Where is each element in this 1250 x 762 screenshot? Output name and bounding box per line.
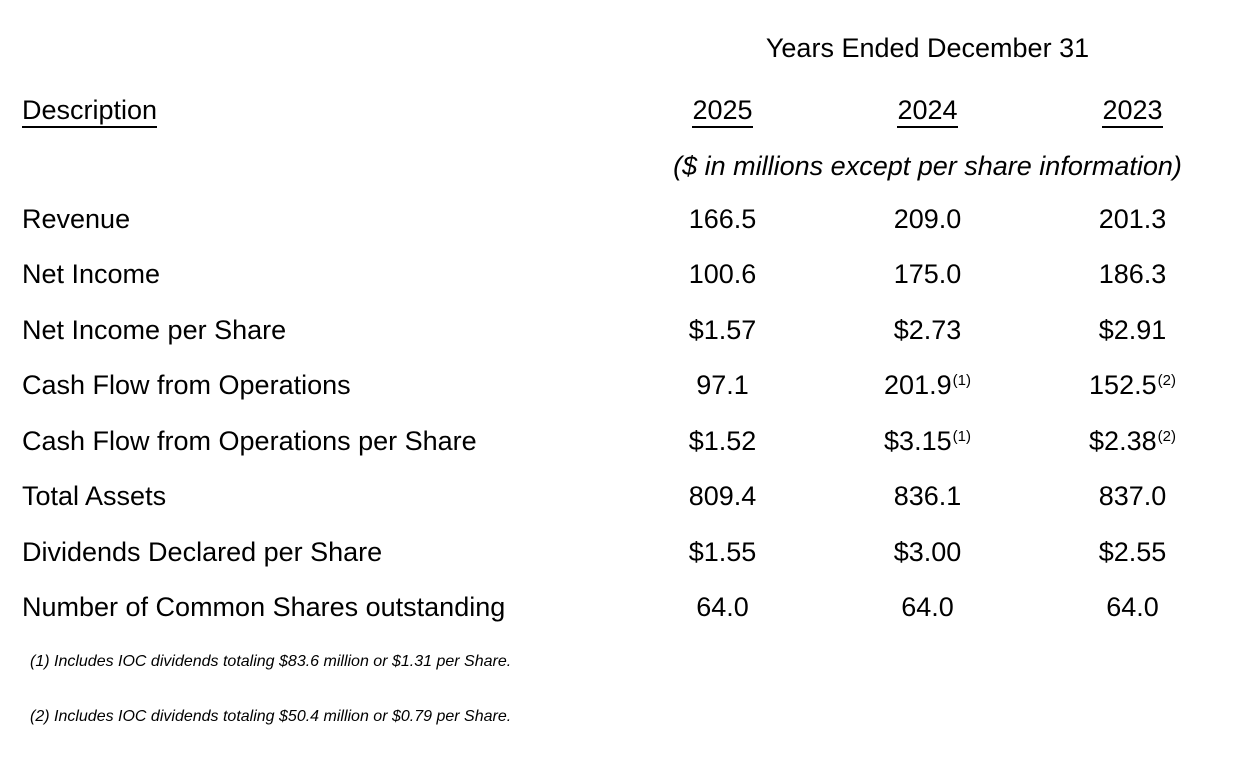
title-row: Years Ended December 31 [0,0,1250,63]
cell-value-text: $3.15 [884,425,952,456]
footnote-reference: (1) [952,427,971,445]
table-row: Total Assets 809.4 836.1 837.0 [0,469,1250,525]
row-label: Number of Common Shares outstanding [22,592,506,623]
cell-value: 64.0 [620,592,825,622]
cell-value: $1.55 [620,537,825,567]
cell-value: $2.55 [1030,537,1235,567]
footnote-reference: (1) [952,372,971,390]
cell-value: $3.15(1) [825,426,1030,456]
cell-value: $2.91 [1030,315,1235,345]
year-column-header-2025: 2025 [692,95,753,128]
table-body: Revenue 166.5 209.0 201.3 Net Income 100.6 175… [0,191,1250,635]
table-row: Revenue 166.5 209.0 201.3 [0,191,1250,247]
footnotes: (1) Includes IOC dividends totaling $83.… [0,651,1250,728]
cell-value: 100.6 [620,259,825,289]
row-label: Revenue [22,203,131,234]
footnote-2: (2) Includes IOC dividends totaling $50.… [30,708,512,725]
cell-value: 209.0 [825,204,1030,234]
cell-value: 837.0 [1030,481,1235,511]
cell-value-text: 64.0 [696,592,749,623]
cell-value-text: 201.3 [1098,203,1167,234]
cell-value-text: 152.5 [1089,370,1157,401]
year-header-cell: 2023 [1030,95,1235,128]
table-title: Years Ended December 31 [765,33,1090,63]
units-note: ($ in millions except per share informat… [673,151,1182,181]
year-column-header-2024: 2024 [897,95,958,128]
cell-value: 836.1 [825,481,1030,511]
year-column-header-2023: 2023 [1102,95,1163,128]
footnote-reference: (2) [1157,427,1176,445]
cell-value-text: $1.55 [688,536,757,567]
row-label: Dividends Declared per Share [22,536,383,567]
cell-value-text: 97.1 [696,370,749,401]
cell-value-text: 64.0 [1106,592,1159,623]
cell-value-text: $2.91 [1098,314,1167,345]
cell-value: 64.0 [825,592,1030,622]
cell-value: $1.57 [620,315,825,345]
cell-value-text: 100.6 [688,259,757,290]
row-label: Cash Flow from Operations per Share [22,425,477,456]
footnote-1: (1) Includes IOC dividends totaling $83.… [30,653,512,670]
row-label: Net Income [22,259,161,290]
cell-value-text: 175.0 [893,259,962,290]
spacer-cell [0,33,620,63]
cell-value: 201.3 [1030,204,1235,234]
cell-value-text: $1.57 [688,314,757,345]
year-header-cell: 2024 [825,95,1030,128]
spacer-cell [0,151,620,181]
row-label: Total Assets [22,481,167,512]
cell-value-text: $2.38 [1089,425,1157,456]
cell-value-text: $2.55 [1098,536,1167,567]
table-row: Dividends Declared per Share $1.55 $3.00 $2… [0,524,1250,580]
cell-value: $1.52 [620,426,825,456]
cell-value: 201.9(1) [825,370,1030,400]
cell-value: 809.4 [620,481,825,511]
cell-value-text: 186.3 [1098,259,1167,290]
cell-value-text: $1.52 [688,425,757,456]
cell-value: $3.00 [825,537,1030,567]
cell-value: $2.73 [825,315,1030,345]
cell-value: 166.5 [620,204,825,234]
column-header-row: Description 2025 2024 2023 [0,95,1250,128]
table-row: Cash Flow from Operations 97.1 201.9(1) 152… [0,358,1250,414]
table-row: Number of Common Shares outstanding 64.0 6… [0,580,1250,636]
table-row: Cash Flow from Operations per Share $1.52… [0,413,1250,469]
cell-value: 175.0 [825,259,1030,289]
cell-value-text: 64.0 [901,592,954,623]
row-label: Cash Flow from Operations [22,370,351,401]
description-column-header: Description [22,95,158,128]
units-note-row: ($ in millions except per share informat… [0,151,1250,181]
cell-value: 186.3 [1030,259,1235,289]
cell-value-text: 209.0 [893,203,962,234]
description-header-cell: Description [0,95,620,128]
cell-value-text: 836.1 [893,481,962,512]
footnote-reference: (2) [1157,372,1176,390]
cell-value: 152.5(2) [1030,370,1235,400]
year-header-cell: 2025 [620,95,825,128]
table-row: Net Income per Share $1.57 $2.73 $2.91 [0,302,1250,358]
cell-value: 97.1 [620,370,825,400]
table-row: Net Income 100.6 175.0 186.3 [0,247,1250,303]
cell-value: 64.0 [1030,592,1235,622]
cell-value-text: 166.5 [688,203,757,234]
cell-value-text: 201.9 [884,370,952,401]
cell-value-text: $2.73 [893,314,962,345]
cell-value-text: 837.0 [1098,481,1167,512]
cell-value: $2.38(2) [1030,426,1235,456]
cell-value-text: 809.4 [688,481,757,512]
row-label: Net Income per Share [22,314,287,345]
cell-value-text: $3.00 [893,536,962,567]
